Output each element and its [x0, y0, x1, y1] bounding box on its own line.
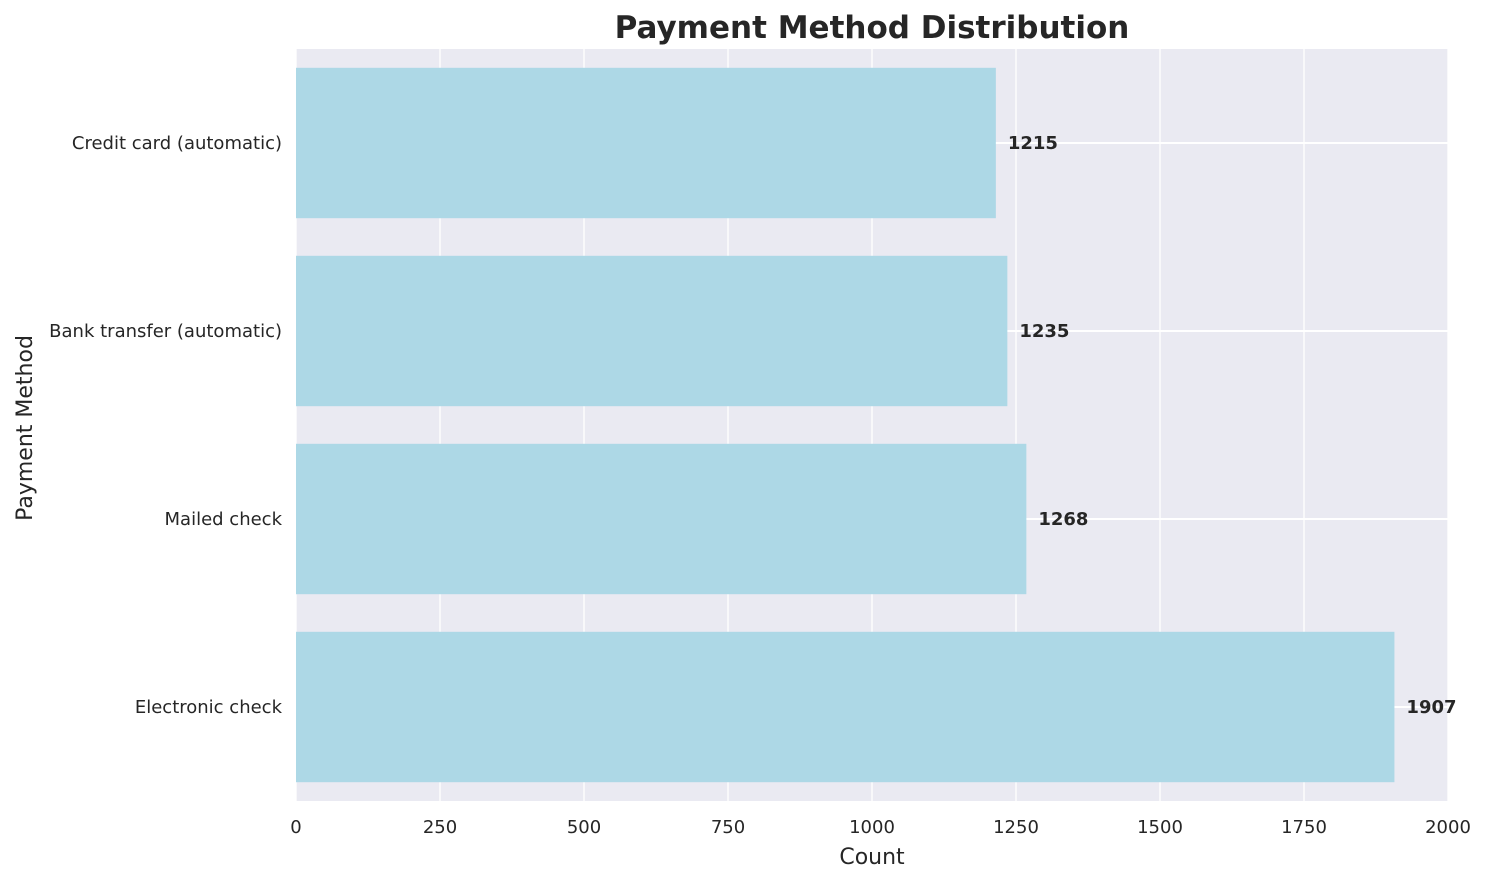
x-tick-label-1: 250	[423, 817, 457, 838]
bars	[296, 67, 1395, 783]
data-label-3: 1215	[1008, 133, 1058, 154]
bar-1	[296, 443, 1027, 595]
bar-2	[296, 255, 1008, 407]
y-tick-label-0: Electronic check	[135, 697, 283, 718]
x-tick-label-3: 750	[711, 817, 745, 838]
x-tick-label-6: 1500	[1137, 817, 1183, 838]
y-axis-label: Payment Method	[13, 335, 38, 521]
x-tick-label-8: 2000	[1425, 817, 1471, 838]
x-tick-label-4: 1000	[849, 817, 895, 838]
y-tick-label-3: Credit card (automatic)	[72, 133, 282, 154]
data-label-1: 1268	[1038, 509, 1088, 530]
y-tick-labels: Electronic check Mailed check Bank transfe…	[49, 133, 282, 718]
bar-0	[296, 631, 1395, 783]
x-tick-label-0: 0	[290, 817, 301, 838]
x-tick-label-7: 1750	[1281, 817, 1327, 838]
x-tick-label-5: 1250	[993, 817, 1039, 838]
data-labels: 1907 1268 1235 1215	[1008, 133, 1457, 718]
data-label-2: 1235	[1019, 321, 1069, 342]
y-tick-label-1: Mailed check	[165, 509, 283, 530]
x-tick-label-2: 500	[567, 817, 601, 838]
data-label-0: 1907	[1406, 697, 1456, 718]
y-tick-label-2: Bank transfer (automatic)	[49, 321, 282, 342]
x-axis-label: Count	[839, 845, 905, 870]
bar-3	[296, 67, 996, 219]
chart-title: Payment Method Distribution	[615, 10, 1130, 46]
x-tick-labels: 0 250 500 750 1000 1250 1500 1750 2000	[290, 817, 1471, 838]
